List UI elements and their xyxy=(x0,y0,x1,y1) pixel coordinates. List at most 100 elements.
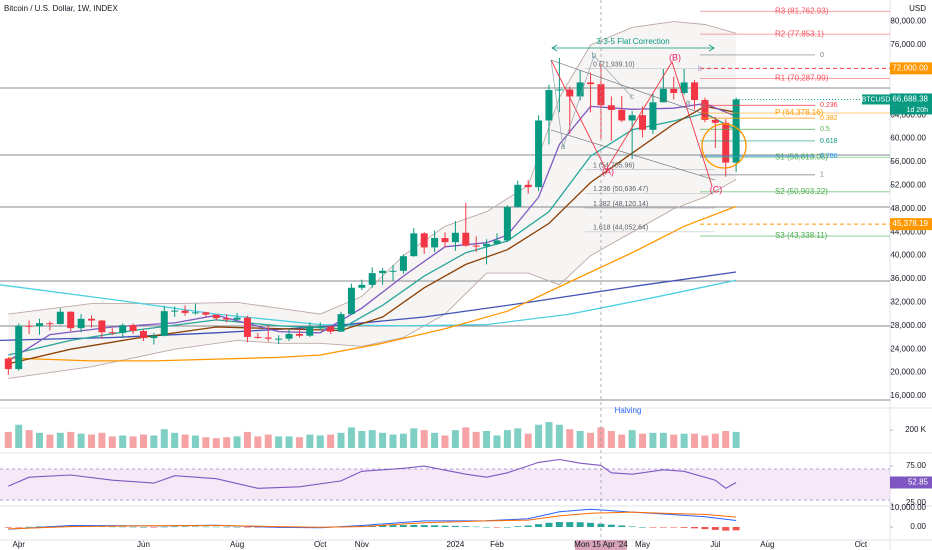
macd-histogram-bar xyxy=(670,527,678,528)
x-tick-label: Aug xyxy=(760,540,774,549)
y-tick-label: 16,000.00 xyxy=(890,391,926,400)
volume-bar xyxy=(472,431,480,448)
volume-bar xyxy=(431,432,439,448)
wave-drawing xyxy=(550,44,747,187)
volume-bar xyxy=(410,428,418,448)
candle-body xyxy=(233,317,241,320)
macd-histogram-bar xyxy=(108,526,116,528)
fib-level-label: 0.618 xyxy=(820,138,838,145)
volume-bar xyxy=(46,434,54,448)
volume-bar xyxy=(327,434,335,448)
macd-histogram-bar xyxy=(441,525,449,528)
price-tag-bg xyxy=(890,218,932,231)
volume-bar xyxy=(202,437,210,448)
candle-body xyxy=(191,312,199,314)
candle-body xyxy=(264,337,272,339)
volume-bar xyxy=(576,431,584,448)
macd-histogram-bar xyxy=(649,527,657,528)
volume-bar xyxy=(4,431,12,448)
candle-body xyxy=(493,240,501,244)
wave-path xyxy=(550,59,713,187)
volume-bar xyxy=(295,437,303,448)
halving-label: Halving xyxy=(615,406,642,415)
candle-body xyxy=(358,284,366,288)
volume-bar xyxy=(316,435,324,448)
candle-body xyxy=(659,88,667,103)
volume-bar xyxy=(483,431,491,448)
volume-bar xyxy=(264,434,272,448)
candle-body xyxy=(670,88,678,93)
y-tick-label: 52,000.00 xyxy=(890,180,926,189)
macd-histogram-bar xyxy=(129,526,137,528)
volume-bar xyxy=(67,431,75,448)
currency-label: USD xyxy=(909,4,926,13)
rsi-tag: 52.85 xyxy=(908,478,929,487)
candle-body xyxy=(618,109,626,121)
moving-average xyxy=(0,271,737,342)
volume-bar xyxy=(98,432,106,448)
volume-bar xyxy=(722,431,730,448)
x-tick-label: Feb xyxy=(490,540,504,549)
x-tick-label: Oct xyxy=(855,540,868,549)
pivot-label: S2 (50,903.22) xyxy=(775,187,828,196)
crosshair-label: Mon 15 Apr '24 xyxy=(574,540,628,549)
candle-body xyxy=(160,311,168,336)
volume-bar xyxy=(254,436,262,448)
volume-bar xyxy=(649,432,657,448)
volume-bar xyxy=(379,432,387,448)
candle-body xyxy=(337,314,345,332)
candle-body xyxy=(36,323,44,327)
macd-histogram-bar xyxy=(25,526,33,528)
subwave-label: c xyxy=(630,92,634,101)
macd-histogram-bar xyxy=(680,527,688,528)
volume-pane xyxy=(4,422,740,448)
volume-bar xyxy=(451,430,459,448)
macd-line xyxy=(8,511,737,530)
pivot-label: R2 (77,853.1) xyxy=(775,29,824,38)
volume-bar xyxy=(566,429,574,448)
fib-level-label: 1 xyxy=(820,172,824,179)
arrow-head xyxy=(551,44,558,52)
fib-label: 1 (54,705.96) xyxy=(593,162,635,169)
candle-body xyxy=(347,287,355,315)
macd-histogram-bar xyxy=(722,527,730,531)
macd-histogram-bar xyxy=(545,522,553,528)
candle-body xyxy=(202,312,210,315)
volume-bar xyxy=(639,433,647,448)
candle-body xyxy=(597,84,605,106)
candle-body xyxy=(483,243,491,247)
candle-body xyxy=(223,318,231,320)
volume-bar xyxy=(399,433,407,448)
macd-histogram-bar xyxy=(607,524,615,528)
candle-body xyxy=(254,336,262,338)
price-tag: 45,378.19 xyxy=(892,219,928,228)
macd-histogram-bar xyxy=(212,526,220,528)
candle-body xyxy=(451,232,459,243)
subwave-label: a xyxy=(686,98,691,107)
volume-bar xyxy=(711,433,719,448)
macd-histogram-bar xyxy=(150,527,158,528)
volume-bar xyxy=(119,435,127,448)
macd-histogram-bar xyxy=(618,525,626,528)
candle-body xyxy=(129,325,137,332)
volume-bar xyxy=(129,436,137,448)
volume-bar xyxy=(659,432,667,448)
volume-bar xyxy=(77,433,85,448)
macd-histogram-bar xyxy=(379,525,387,528)
fib-level-label: 0.236 xyxy=(820,102,838,109)
volume-bar xyxy=(691,433,699,448)
volume-bar xyxy=(171,432,179,448)
macd-histogram-bar xyxy=(119,526,127,528)
macd-histogram-bar xyxy=(223,526,231,528)
volume-bar xyxy=(628,430,636,448)
candle-body xyxy=(119,325,127,333)
symbol-tag-bg xyxy=(862,94,890,105)
y-tick-label: 24,000.00 xyxy=(890,344,926,353)
volume-bar xyxy=(108,436,116,448)
highlight-circle xyxy=(701,123,747,169)
x-tick-label: 2024 xyxy=(446,540,464,549)
fib-level-label: 0 xyxy=(820,52,824,59)
volume-bar xyxy=(212,438,220,448)
candle-body xyxy=(15,325,23,370)
volume-bar xyxy=(441,435,449,448)
